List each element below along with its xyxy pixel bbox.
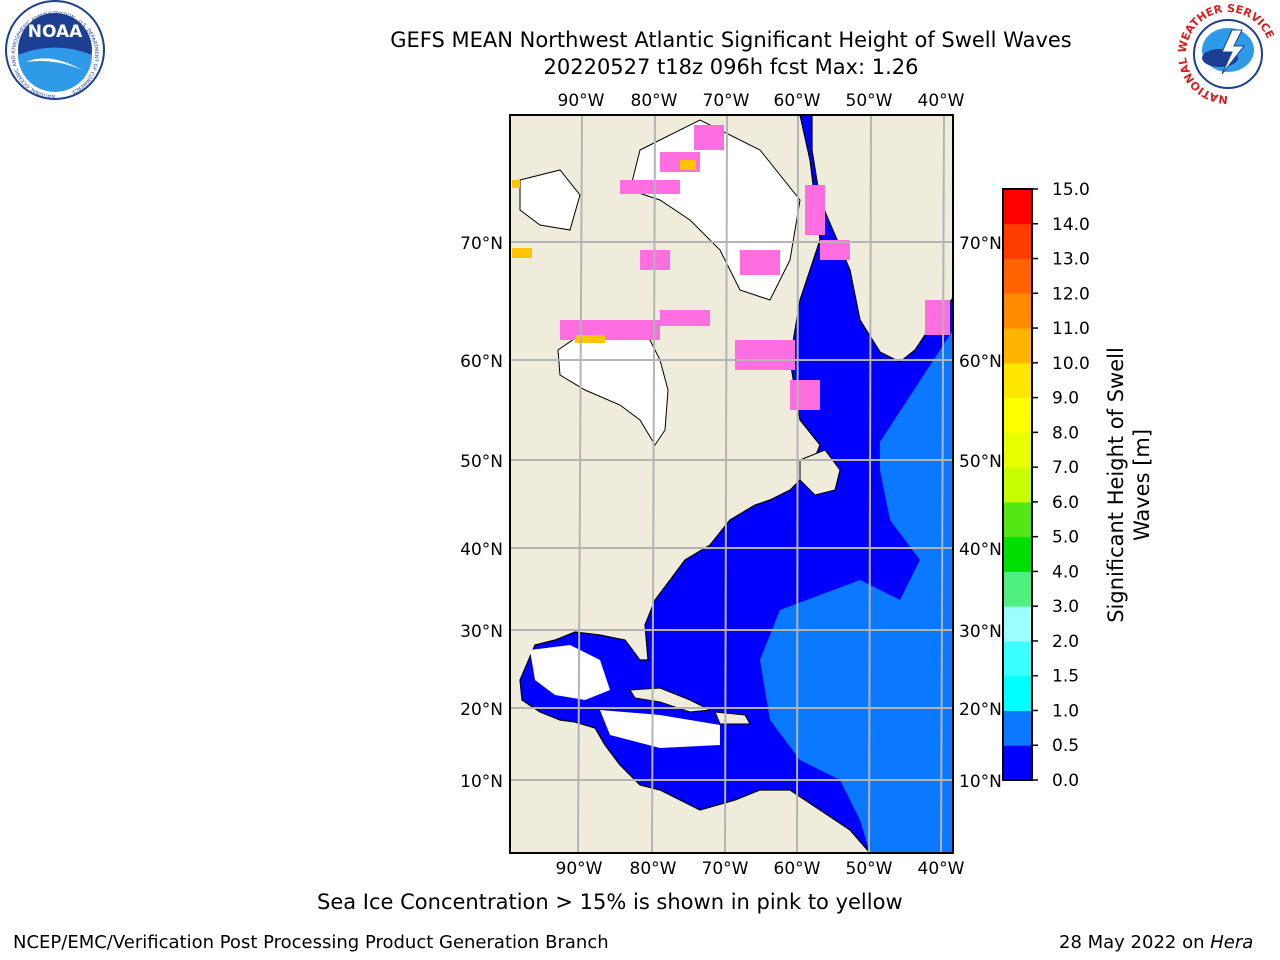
land-newfoundland <box>799 449 841 496</box>
colorbar-segment <box>1003 606 1032 642</box>
lon-label-top: 60°W <box>774 91 821 111</box>
footer-date: 28 May 2022 on Hera <box>1059 932 1253 953</box>
lon-label-top: 90°W <box>558 91 605 111</box>
lon-label-bottom: 80°W <box>630 859 677 879</box>
lon-label-top: 50°W <box>846 91 893 111</box>
colorbar-tick-label: 12.0 <box>1052 284 1090 304</box>
colorbar-segment <box>1003 675 1032 711</box>
colorbar-segment <box>1003 258 1032 294</box>
land-cuba <box>629 687 712 713</box>
land-hispaniola <box>714 711 751 725</box>
sea-ice-caption: Sea Ice Concentration > 15% is shown in … <box>317 890 903 914</box>
lat-label-left: 10°N <box>460 772 503 792</box>
colorbar-tick-label: 1.5 <box>1052 667 1079 687</box>
lat-label-left: 50°N <box>460 452 503 472</box>
footer-host: Hera <box>1210 932 1254 953</box>
lon-label-top: 40°W <box>918 91 965 111</box>
lon-label-top: 70°W <box>703 91 750 111</box>
lat-label-left: 40°N <box>460 540 503 560</box>
lat-label-right: 10°N <box>959 772 1002 792</box>
caribbean-white-patch <box>600 710 720 748</box>
colorbar-tick-label: 13.0 <box>1052 250 1090 270</box>
lon-label-bottom: 40°W <box>918 859 965 879</box>
colorbar-tick-label: 8.0 <box>1052 423 1079 443</box>
lat-label-right: 30°N <box>959 622 1002 642</box>
lat-label-right: 60°N <box>959 352 1002 372</box>
colorbar-segment <box>1003 223 1032 260</box>
lat-label-right: 50°N <box>959 452 1002 472</box>
lon-label-top: 80°W <box>631 91 678 111</box>
colorbar-tick-label: 11.0 <box>1052 319 1090 339</box>
map-title: GEFS MEAN Northwest Atlantic Significant… <box>390 28 1072 52</box>
footer-credit: NCEP/EMC/Verification Post Processing Pr… <box>13 932 609 953</box>
colorbar-segment <box>1003 467 1032 503</box>
lat-label-left: 20°N <box>460 700 503 720</box>
colorbar-segment <box>1003 189 1032 225</box>
colorbar-tick-label: 15.0 <box>1052 180 1090 200</box>
colorbar-tick-label: 1.0 <box>1052 701 1079 721</box>
lat-label-right: 20°N <box>959 700 1002 720</box>
colorbar-segment <box>1003 571 1032 607</box>
colorbar-tick-label: 7.0 <box>1052 458 1079 478</box>
nws-logo: NATIONAL WEATHER SERVICE <box>1176 2 1277 106</box>
map-subtitle: 20220527 t18z 096h fcst Max: 1.26 <box>543 55 919 79</box>
colorbar-tick-label: 4.0 <box>1052 562 1079 582</box>
lat-label-left: 30°N <box>460 622 503 642</box>
colorbar-tick-label: 9.0 <box>1052 389 1079 409</box>
lon-label-bottom: 70°W <box>702 859 749 879</box>
noaa-logo-text: NOAA <box>28 22 83 42</box>
colorbar-segment <box>1003 745 1032 781</box>
colorbar-tick-label: 14.0 <box>1052 215 1090 235</box>
lat-label-right: 40°N <box>959 540 1002 560</box>
colorbar-tick-label: 2.0 <box>1052 632 1079 652</box>
colorbar-tick-label: 0.5 <box>1052 736 1079 756</box>
noaa-logo: NOAA NATIONAL OCEANIC AND ATMOSPHERIC AD… <box>5 0 105 100</box>
colorbar-segment <box>1003 710 1032 746</box>
map-graticule <box>510 115 953 853</box>
footer-date-text: 28 May 2022 on <box>1059 932 1211 953</box>
colorbar-tick-label: 3.0 <box>1052 597 1079 617</box>
colorbar-segment <box>1003 640 1032 677</box>
colorbar-tick-label: 0.0 <box>1052 771 1079 791</box>
sea-ice-yellow <box>512 160 696 343</box>
lon-label-bottom: 60°W <box>774 859 821 879</box>
lat-label-left: 70°N <box>460 234 503 254</box>
colorbar-frame <box>1002 188 1033 781</box>
colorbar-segment <box>1003 536 1032 572</box>
colorbar-label-line1: Significant Height of Swell <box>1104 347 1128 623</box>
colorbar-segment <box>1003 501 1032 538</box>
colorbar-tick-label: 6.0 <box>1052 493 1079 513</box>
lon-label-bottom: 90°W <box>556 859 603 879</box>
colorbar: 0.0 0.5 1.0 1.5 2.0 3.0 4.0 5.0 6.0 7.0 8.0 9.0 10.0… <box>1002 180 1090 791</box>
colorbar-segment <box>1003 432 1032 468</box>
colorbar-segment <box>1003 397 1032 433</box>
colorbar-tick-label: 5.0 <box>1052 528 1079 548</box>
lat-label-right: 70°N <box>959 234 1002 254</box>
colorbar-label-line2: Waves [m] <box>1130 429 1154 541</box>
colorbar-tick-label: 10.0 <box>1052 354 1090 374</box>
arctic-channel-ice <box>519 169 581 231</box>
lat-label-left: 60°N <box>460 352 503 372</box>
colorbar-segment <box>1003 293 1032 329</box>
gulf-white-patch <box>530 645 610 700</box>
map-frame <box>509 114 954 854</box>
lon-label-bottom: 50°W <box>846 859 893 879</box>
colorbar-segment <box>1003 362 1032 399</box>
colorbar-segment <box>1003 328 1032 364</box>
